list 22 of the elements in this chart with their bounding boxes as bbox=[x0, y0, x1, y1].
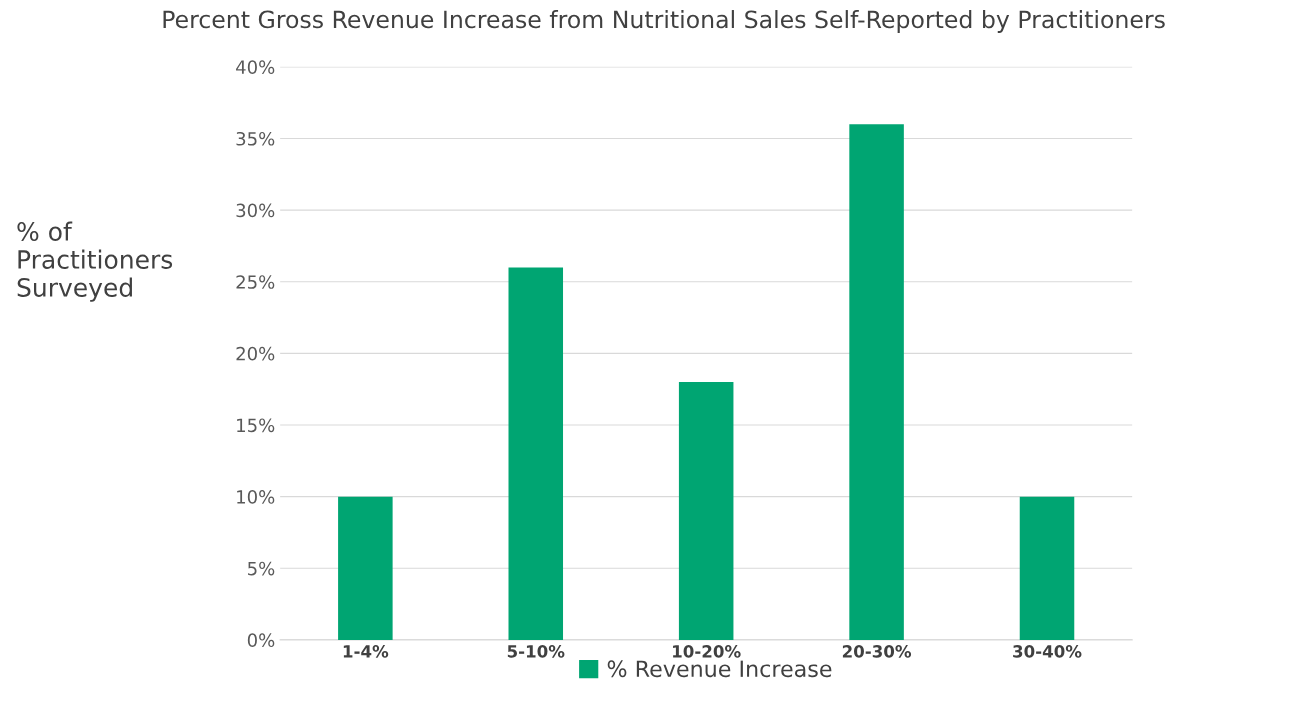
bar bbox=[508, 267, 564, 640]
y-tick-label: 15% bbox=[237, 418, 275, 433]
bar bbox=[678, 382, 734, 640]
y-axis-title: % of Practitioners Surveyed bbox=[17, 221, 173, 302]
chart-title: Percent Gross Revenue Increase from Nutritional Sales Self-Reported by Practitioners bbox=[163, 10, 1165, 33]
x-tick-label: 5-10% bbox=[507, 645, 565, 658]
y-tick-label: 5% bbox=[248, 561, 275, 576]
y-tick-label: 20% bbox=[236, 346, 275, 361]
x-tick-label: 30-40% bbox=[1013, 645, 1082, 658]
y-tick-label: 25% bbox=[236, 275, 275, 289]
y-tick-label: 0% bbox=[247, 633, 275, 648]
bar bbox=[338, 496, 393, 640]
y-tick-label: 35% bbox=[236, 131, 275, 146]
y-tick-label: 40% bbox=[236, 60, 275, 74]
bar bbox=[849, 124, 904, 640]
bar bbox=[1019, 496, 1075, 640]
x-tick-label: 20-30% bbox=[842, 645, 912, 658]
x-tick-label: 10-20% bbox=[673, 645, 741, 658]
legend-label: % Revenue Increase bbox=[607, 660, 832, 678]
y-tick-label: 30% bbox=[236, 203, 275, 218]
x-tick-label: 1-4% bbox=[343, 645, 389, 658]
y-tick-label: 10% bbox=[237, 490, 275, 504]
